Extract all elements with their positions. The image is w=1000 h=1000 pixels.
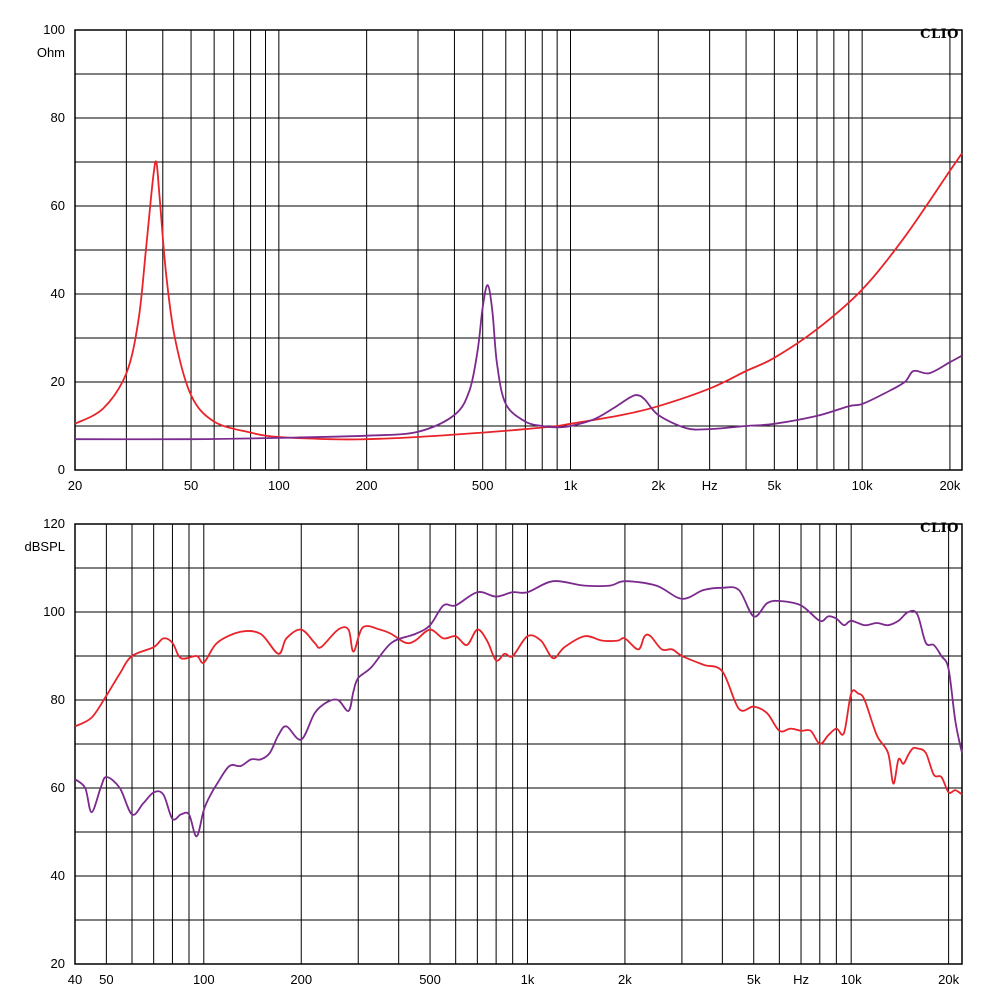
plot-frame	[74, 523, 963, 965]
x-tick-label: 500	[419, 972, 441, 987]
series-line-1	[74, 625, 963, 796]
brand-label: CLIO	[920, 27, 959, 42]
y-tick-label: 60	[51, 780, 65, 795]
x-tick-label: 2k	[618, 972, 632, 987]
y-tick-label: 20	[51, 374, 65, 389]
x-tick-label: 100	[268, 478, 290, 493]
x-tick-label: 50	[184, 478, 198, 493]
y-tick-label: 80	[51, 110, 65, 125]
grid-lines	[75, 30, 962, 470]
x-tick-label: 1k	[564, 478, 578, 493]
series-line-2	[74, 580, 963, 838]
x-tick-label: 20	[68, 478, 82, 493]
y-tick-label: 60	[51, 198, 65, 213]
series-line-1	[74, 152, 963, 441]
y-tick-label: 40	[51, 286, 65, 301]
x-tick-label: 500	[472, 478, 494, 493]
x-tick-label: 50	[99, 972, 113, 987]
x-tick-label: 20k	[938, 972, 959, 987]
x-tick-label: 2k	[651, 478, 665, 493]
y-tick-label: 100	[43, 604, 65, 619]
y-tick-label: 40	[51, 868, 65, 883]
y-axis-unit-label: Ohm	[37, 45, 65, 60]
y-tick-label: 0	[58, 462, 65, 477]
x-tick-label: 5k	[767, 478, 781, 493]
x-tick-label: 200	[356, 478, 378, 493]
x-axis-unit-label: Hz	[793, 972, 809, 987]
x-tick-label: 100	[193, 972, 215, 987]
x-tick-label: 5k	[747, 972, 761, 987]
series-line-2	[74, 284, 963, 441]
x-tick-label: 10k	[852, 478, 873, 493]
y-tick-label: 20	[51, 956, 65, 971]
x-tick-label: 10k	[841, 972, 862, 987]
x-tick-label: 200	[290, 972, 312, 987]
grid-lines	[75, 524, 962, 964]
plot-frame	[74, 29, 963, 471]
y-tick-label: 100	[43, 22, 65, 37]
y-tick-label: 120	[43, 516, 65, 531]
y-tick-label: 80	[51, 692, 65, 707]
x-tick-label: 40	[68, 972, 82, 987]
x-tick-label: 1k	[521, 972, 535, 987]
x-axis-unit-label: Hz	[702, 478, 718, 493]
y-axis-unit-label: dBSPL	[25, 539, 65, 554]
brand-label: CLIO	[920, 521, 959, 536]
x-tick-label: 20k	[939, 478, 960, 493]
